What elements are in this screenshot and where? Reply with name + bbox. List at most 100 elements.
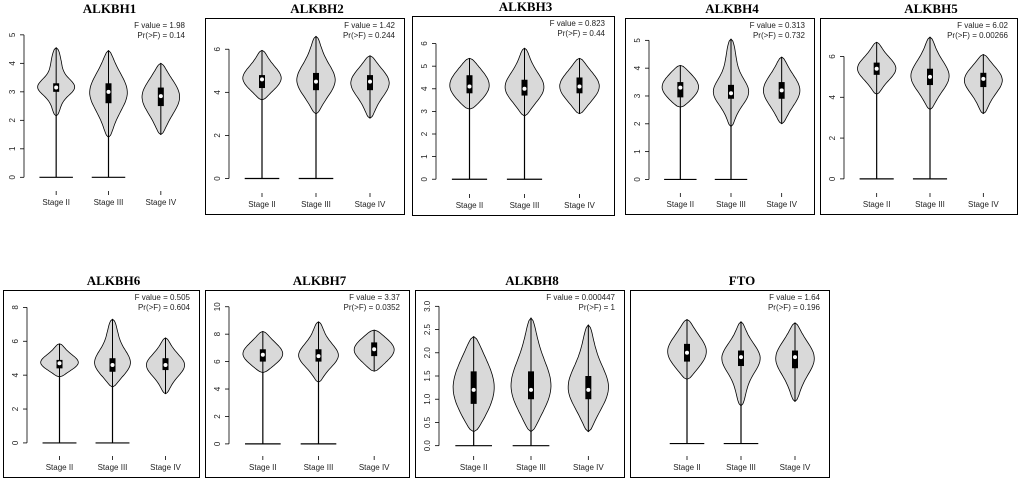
- median: [110, 362, 115, 367]
- y-tick-label: 2: [420, 131, 429, 136]
- x-tick-label: Stage IV: [968, 200, 999, 209]
- y-tick-label: 4: [633, 65, 642, 70]
- median: [981, 76, 986, 81]
- median: [372, 347, 377, 352]
- x-tick-label: Stage II: [249, 463, 277, 472]
- y-tick-label: 5: [8, 32, 17, 37]
- median: [685, 350, 689, 355]
- annotation: Pr(>F) = 1: [579, 303, 616, 312]
- median: [739, 355, 743, 360]
- annotation: F value = 6.02: [957, 21, 1008, 30]
- y-tick-label: 4: [828, 95, 837, 100]
- annotation: F value = 1.42: [344, 21, 395, 30]
- y-tick-label: 10: [213, 302, 222, 311]
- x-tick-label: Stage II: [863, 200, 891, 209]
- y-tick-label: 1: [420, 154, 429, 159]
- annotation: Pr(>F) = 0.00266: [947, 31, 1008, 40]
- y-tick-label: 3: [8, 89, 17, 94]
- y-tick-label: 5: [633, 38, 642, 43]
- x-tick-label: Stage II: [673, 463, 701, 472]
- median: [522, 86, 527, 91]
- x-tick-label: Stage III: [915, 200, 945, 209]
- iqr-box: [259, 75, 265, 89]
- annotation: F value = 0.313: [750, 21, 806, 30]
- x-tick-label: Stage III: [726, 463, 756, 472]
- iqr-box: [466, 75, 473, 94]
- y-tick-label: 2: [633, 121, 642, 126]
- panel-title: ALKBH6: [87, 273, 141, 288]
- x-tick-label: Stage IV: [564, 201, 595, 210]
- annotation: F value = 0.505: [135, 293, 191, 302]
- y-tick-label: 2: [11, 406, 20, 411]
- y-tick-label: 0: [633, 177, 642, 182]
- median: [874, 66, 879, 71]
- iqr-box: [470, 371, 477, 404]
- y-tick-label: 1.5: [423, 370, 432, 382]
- panel-title: ALKBH3: [499, 0, 553, 14]
- panel-border: [205, 18, 405, 215]
- y-tick-label: 6: [420, 41, 429, 46]
- median: [729, 91, 733, 96]
- annotation: Pr(>F) = 0.604: [138, 303, 191, 312]
- annotation: F value = 0.823: [550, 19, 606, 28]
- x-tick-label: Stage IV: [145, 198, 176, 207]
- x-tick-label: Stage II: [42, 198, 70, 207]
- y-tick-label: 2: [828, 135, 837, 140]
- x-tick-label: Stage III: [510, 201, 540, 210]
- x-tick-label: Stage III: [301, 200, 331, 209]
- x-tick-label: Stage II: [46, 463, 74, 472]
- y-tick-label: 8: [11, 305, 20, 310]
- annotation: F value = 3.37: [349, 293, 400, 302]
- y-tick-label: 6: [11, 338, 20, 343]
- annotation: Pr(>F) = 0.0352: [344, 303, 401, 312]
- y-tick-label: 0: [213, 176, 222, 181]
- median: [586, 387, 591, 392]
- y-tick-label: 5: [420, 63, 429, 68]
- x-tick-label: Stage IV: [766, 200, 797, 209]
- panel-title: ALKBH4: [705, 1, 759, 16]
- median: [106, 89, 111, 94]
- x-tick-label: Stage II: [667, 200, 695, 209]
- x-tick-label: Stage IV: [573, 463, 604, 472]
- iqr-box: [677, 82, 684, 98]
- x-tick-label: Stage II: [460, 463, 488, 472]
- y-tick-label: 0.5: [423, 416, 432, 428]
- panel-border: [630, 290, 830, 478]
- panel-border: [415, 290, 625, 478]
- x-tick-label: Stage IV: [359, 463, 390, 472]
- y-tick-label: 0: [11, 440, 20, 445]
- y-tick-label: 6: [828, 54, 837, 59]
- y-tick-label: 3.0: [423, 300, 432, 312]
- annotation: F value = 0.000447: [546, 293, 615, 302]
- annotation: F value = 1.64: [769, 293, 820, 302]
- annotation: Pr(>F) = 0.732: [753, 31, 806, 40]
- median: [163, 362, 168, 367]
- y-tick-label: 2: [213, 133, 222, 138]
- median: [316, 354, 321, 359]
- iqr-box: [585, 376, 592, 400]
- panel-border: [625, 18, 815, 215]
- iqr-box: [528, 371, 534, 400]
- panel-title: ALKBH8: [505, 273, 559, 288]
- panel-border: [820, 18, 1018, 215]
- median: [57, 361, 62, 366]
- y-tick-label: 2: [8, 118, 17, 123]
- x-tick-label: Stage III: [94, 198, 124, 207]
- y-tick-label: 4: [8, 61, 17, 66]
- median: [779, 88, 784, 93]
- panel-title: ALKBH2: [290, 1, 343, 16]
- median: [368, 79, 372, 84]
- y-tick-label: 3: [633, 93, 642, 98]
- y-tick-label: 1: [8, 146, 17, 151]
- y-tick-label: 3: [420, 109, 429, 114]
- x-tick-label: Stage II: [248, 200, 276, 209]
- median: [793, 355, 797, 360]
- panel-border: [412, 16, 615, 216]
- median: [678, 85, 683, 90]
- y-tick-label: 0: [213, 441, 222, 446]
- x-tick-label: Stage II: [456, 201, 484, 210]
- y-tick-label: 6: [213, 46, 222, 51]
- median: [529, 387, 533, 392]
- median: [314, 79, 318, 84]
- y-tick-label: 1: [633, 149, 642, 154]
